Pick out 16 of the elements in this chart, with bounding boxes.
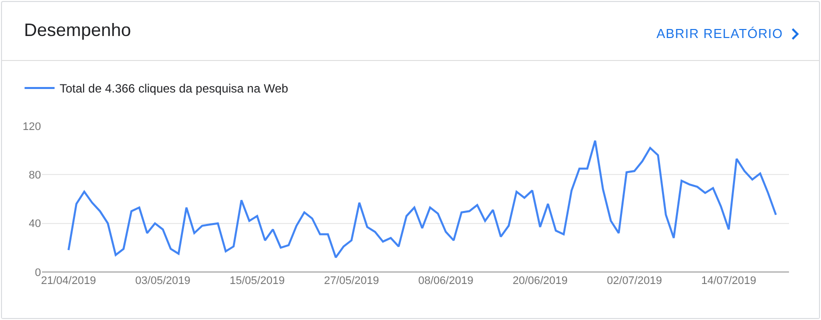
x-tick-label: 08/06/2019 bbox=[418, 275, 474, 287]
x-tick-label: 15/05/2019 bbox=[230, 275, 285, 287]
x-tick-label: 27/05/2019 bbox=[324, 275, 380, 287]
text: ABRIR RELATÓRIO bbox=[656, 26, 783, 41]
y-tick-label: 0 bbox=[34, 266, 41, 279]
chart-title: Desempenho bbox=[24, 20, 132, 41]
x-tick-label: 03/05/2019 bbox=[135, 275, 190, 287]
line-series bbox=[68, 140, 777, 258]
x-tick-label: 02/07/2019 bbox=[606, 275, 662, 287]
y-tick-label: 120 bbox=[22, 120, 41, 133]
legend-label: Total de 4.366 cliques da pesquisa na Web bbox=[60, 82, 289, 96]
x-tick-label: 20/06/2019 bbox=[512, 275, 568, 287]
x-tick-label: 14/07/2019 bbox=[701, 275, 756, 287]
y-tick-label: 80 bbox=[28, 170, 41, 182]
y-tick-label: 40 bbox=[28, 218, 41, 230]
x-tick-label: 21/04/2019 bbox=[41, 275, 96, 287]
